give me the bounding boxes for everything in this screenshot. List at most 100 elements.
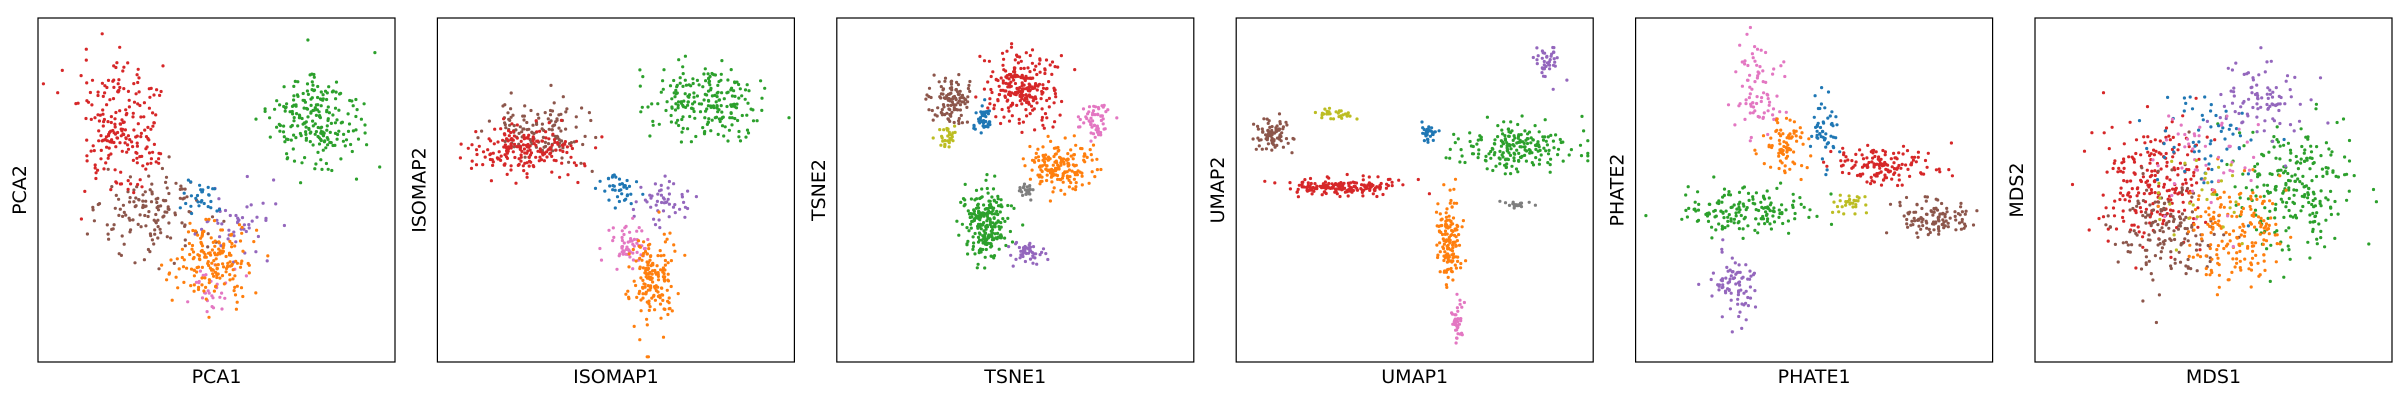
scatter-point	[962, 96, 966, 100]
scatter-point	[354, 97, 358, 102]
scatter-point	[339, 157, 343, 161]
scatter-point	[680, 195, 685, 199]
scatter-point	[220, 291, 224, 295]
scatter-series-2	[638, 54, 791, 144]
scatter-point	[598, 179, 602, 183]
scatter-point	[1784, 116, 1789, 120]
scatter-point	[210, 215, 215, 219]
scatter-point	[101, 112, 105, 116]
scatter-point	[1580, 114, 1584, 118]
scatter-point	[1546, 161, 1550, 165]
scatter-point	[1443, 269, 1447, 273]
scatter-point	[1766, 109, 1770, 113]
scatter-point	[1422, 139, 1426, 143]
scatter-point	[2255, 185, 2259, 189]
scatter-point	[2131, 157, 2135, 161]
scatter-point	[509, 107, 513, 111]
scatter-point	[2195, 269, 2199, 273]
scatter-point	[2169, 212, 2173, 216]
scatter-point	[1455, 201, 1459, 205]
scatter-point	[647, 308, 651, 312]
scatter-point	[1508, 153, 1513, 157]
x-axis-label: ISOMAP1	[573, 366, 659, 388]
scatter-point	[1060, 176, 1065, 180]
scatter-point	[474, 130, 478, 134]
scatter-point	[1456, 259, 1460, 263]
scatter-point	[969, 197, 974, 201]
scatter-point	[1365, 186, 1369, 190]
scatter-point	[146, 125, 150, 129]
scatter-point	[1085, 155, 1089, 159]
scatter-point	[1940, 201, 1944, 206]
scatter-point	[2309, 144, 2313, 148]
scatter-point	[1727, 288, 1731, 292]
scatter-point	[2343, 155, 2347, 159]
scatter-point	[517, 162, 521, 166]
scatter-point	[1334, 187, 1338, 191]
scatter-point	[1442, 183, 1446, 187]
scatter-point	[349, 142, 353, 147]
scatter-point	[527, 133, 531, 137]
scatter-point	[1073, 164, 1077, 168]
scatter-point	[1810, 134, 1814, 138]
scatter-point	[1001, 63, 1005, 67]
scatter-point	[106, 232, 110, 236]
scatter-point	[1798, 196, 1802, 200]
scatter-point	[238, 265, 243, 269]
scatter-point	[516, 145, 520, 149]
scatter-point	[2318, 201, 2322, 206]
scatter-point	[210, 294, 214, 298]
scatter-point	[1453, 313, 1457, 317]
scatter-point	[1906, 225, 1910, 229]
scatter-point	[188, 252, 192, 257]
scatter-point	[973, 127, 977, 131]
scatter-point	[2287, 208, 2291, 213]
scatter-point	[105, 103, 109, 107]
scatter-point	[1043, 71, 1047, 76]
scatter-point	[334, 90, 338, 94]
scatter-point	[666, 261, 670, 265]
scatter-point	[1450, 312, 1454, 316]
scatter-point	[139, 225, 143, 229]
scatter-point	[992, 216, 996, 220]
scatter-point	[550, 143, 554, 147]
scatter-point	[1004, 243, 1008, 248]
scatter-point	[1932, 210, 1936, 214]
scatter-point	[200, 265, 204, 269]
scatter-point	[470, 143, 474, 147]
scatter-point	[207, 315, 211, 319]
scatter-point	[1878, 166, 1882, 170]
scatter-point	[974, 95, 978, 99]
scatter-point	[983, 98, 987, 102]
scatter-point	[2222, 233, 2226, 237]
scatter-point	[1941, 211, 1945, 215]
scatter-point	[1744, 98, 1748, 102]
scatter-point	[1549, 133, 1553, 137]
scatter-point	[1260, 127, 1264, 131]
scatter-point	[709, 129, 713, 133]
scatter-point	[572, 161, 577, 165]
scatter-point	[736, 118, 740, 123]
scatter-point	[1043, 112, 1048, 116]
scatter-point	[2158, 242, 2162, 246]
scatter-point	[620, 229, 624, 233]
scatter-point	[96, 168, 100, 172]
scatter-point	[2087, 228, 2091, 232]
scatter-point	[642, 240, 646, 244]
scatter-point	[955, 80, 959, 84]
scatter-point	[217, 247, 221, 251]
scatter-point	[2336, 212, 2340, 216]
scatter-point	[185, 266, 189, 270]
scatter-point	[117, 88, 121, 93]
scatter-point	[263, 109, 267, 113]
scatter-point	[245, 174, 249, 179]
scatter-point	[1789, 148, 1793, 152]
scatter-point	[1029, 104, 1034, 108]
scatter-point	[247, 223, 251, 227]
scatter-point	[2215, 248, 2219, 252]
scatter-point	[96, 93, 100, 98]
scatter-point	[164, 199, 168, 203]
scatter-point	[126, 187, 130, 191]
scatter-point	[2299, 127, 2303, 131]
scatter-point	[1832, 146, 1836, 150]
